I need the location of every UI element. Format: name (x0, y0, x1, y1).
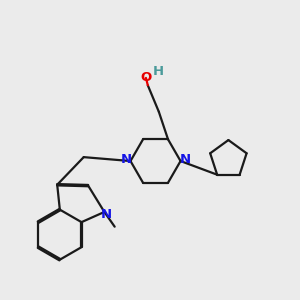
Text: O: O (140, 71, 152, 84)
Text: N: N (179, 153, 191, 166)
Text: H: H (152, 65, 164, 78)
Text: N: N (100, 208, 112, 221)
Text: N: N (121, 153, 132, 166)
